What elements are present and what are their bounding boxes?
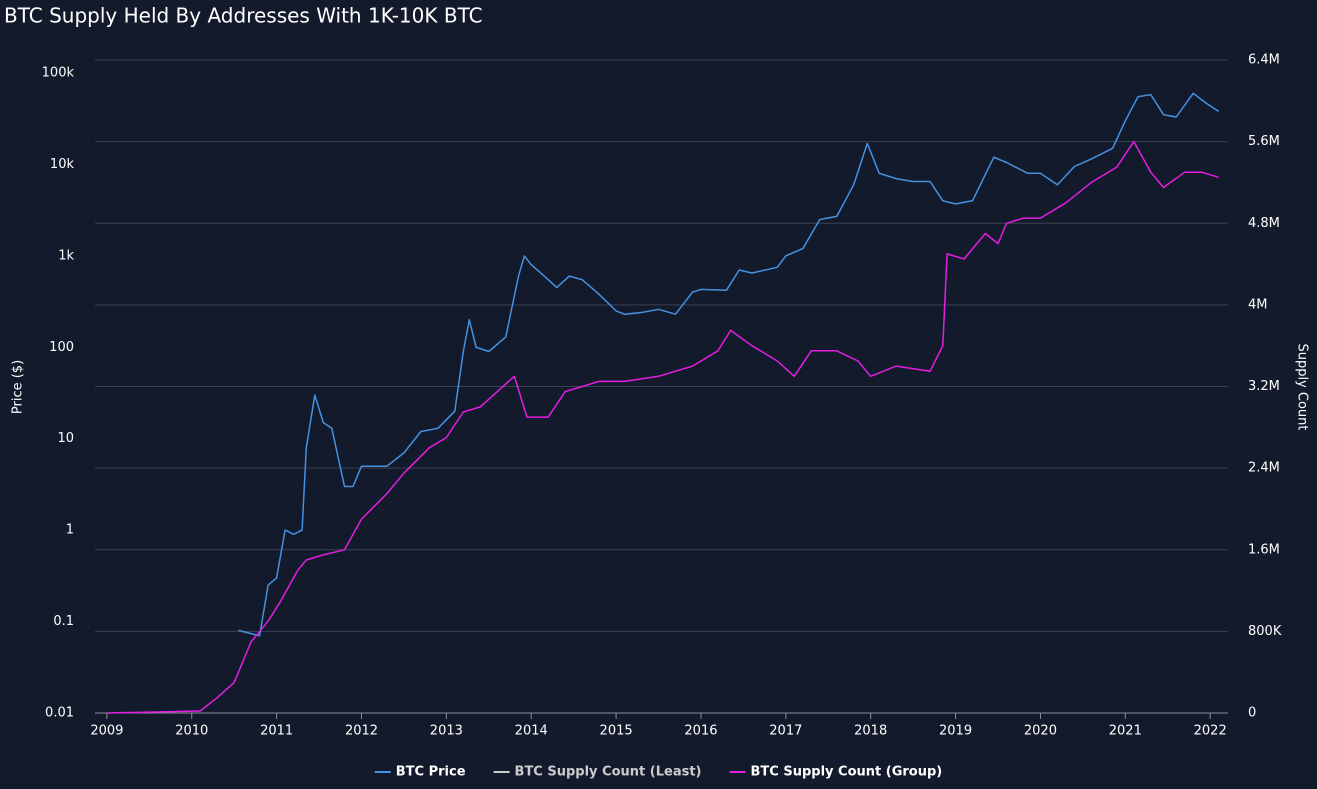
y2-axis-title: Supply Count <box>1295 343 1310 430</box>
x-tick-label: 2009 <box>90 724 123 739</box>
series-line <box>106 140 1219 714</box>
y2-tick-label: 3.2M <box>1248 379 1280 394</box>
legend-label: BTC Supply Count (Least) <box>515 765 702 780</box>
y-tick-label: 0.01 <box>45 706 74 721</box>
chart-title: BTC Supply Held By Addresses With 1K-10K… <box>4 4 483 28</box>
x-tick-label: 2019 <box>939 724 972 739</box>
y2-tick-label: 2.4M <box>1248 461 1280 476</box>
y2-tick-label: 0 <box>1248 706 1256 721</box>
y2-tick-label: 4.8M <box>1248 216 1280 231</box>
x-tick-label: 2018 <box>854 724 887 739</box>
y2-tick-label: 6.4M <box>1248 53 1280 68</box>
y-axis-title: Price ($) <box>11 360 26 414</box>
y-tick-label: 10 <box>57 431 74 446</box>
y2-tick-label: 1.6M <box>1248 542 1280 557</box>
x-tick-label: 2021 <box>1109 724 1142 739</box>
y2-tick-label: 5.6M <box>1248 134 1280 149</box>
legend-label: BTC Price <box>396 765 466 780</box>
y2-tick-label: 4M <box>1248 297 1268 312</box>
series-line <box>238 92 1220 637</box>
y-tick-label: 100 <box>49 340 74 355</box>
x-tick-label: 2017 <box>769 724 802 739</box>
y2-tick-label: 800K <box>1248 624 1282 639</box>
x-tick-label: 2014 <box>515 724 548 739</box>
x-tick-label: 2015 <box>600 724 633 739</box>
y-tick-label: 0.1 <box>53 614 74 629</box>
x-tick-label: 2022 <box>1194 724 1227 739</box>
y-tick-label: 1k <box>58 248 74 263</box>
x-tick-label: 2016 <box>684 724 717 739</box>
y-tick-label: 10k <box>50 157 75 172</box>
x-tick-label: 2011 <box>260 724 293 739</box>
x-tick-label: 2013 <box>430 724 463 739</box>
y-tick-label: 100k <box>42 65 75 80</box>
x-tick-label: 2012 <box>345 724 378 739</box>
x-tick-label: 2020 <box>1024 724 1057 739</box>
legend-label: BTC Supply Count (Group) <box>751 765 943 780</box>
y-tick-label: 1 <box>66 523 74 538</box>
x-tick-label: 2010 <box>175 724 208 739</box>
